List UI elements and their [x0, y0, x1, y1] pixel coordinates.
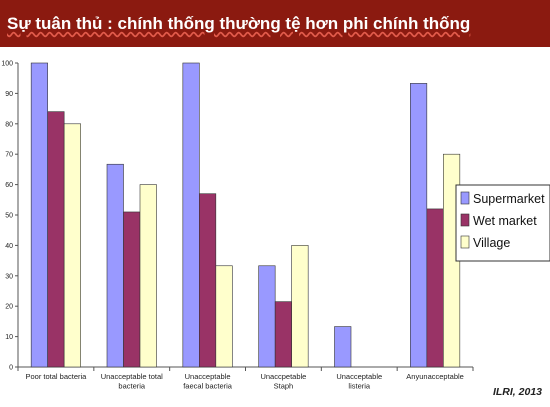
- plot-area: 0 10 20 30 40 50 60 70 80 90 100 Poor total bacteri…: [1, 61, 474, 391]
- bar-village: [139, 184, 157, 368]
- bar-supermarket: [334, 326, 352, 368]
- legend-label: Supermarket: [473, 192, 545, 206]
- x-category-label-line: Unaccpetable: [260, 372, 306, 381]
- bar-supermarket: [182, 62, 200, 368]
- x-category-label-line: Anyunacceptable: [406, 372, 464, 381]
- source-citation: ILRI, 2013: [492, 386, 542, 398]
- x-category-label-line: faecal bacteria: [183, 382, 233, 391]
- x-category-label-line: bacteria: [118, 382, 146, 391]
- legend-swatch-wet-market: [460, 213, 470, 227]
- y-tick-label: 0: [9, 365, 13, 372]
- legend-swatch-village: [460, 235, 470, 249]
- bar-village: [63, 123, 81, 368]
- x-category-label-line: Poor total bacteria: [25, 372, 87, 381]
- bar-wet-market: [274, 301, 292, 368]
- y-tick-label: 80: [5, 121, 13, 128]
- y-tick-label: 30: [5, 273, 13, 280]
- bar-supermarket: [258, 265, 276, 368]
- y-tick-label: 100: [1, 61, 13, 68]
- bar-wet-market: [426, 208, 444, 368]
- x-category-label-line: Unacceptable total: [101, 372, 163, 381]
- legend-label: Wet market: [473, 214, 537, 228]
- y-tick-label: 10: [5, 334, 13, 341]
- y-tick-label: 40: [5, 243, 13, 250]
- bar-supermarket: [30, 62, 48, 368]
- y-tick-label: 20: [5, 304, 13, 311]
- x-category-label: Poor total bacteria: [25, 372, 87, 381]
- y-tick-label: 50: [5, 213, 13, 220]
- bar-village: [215, 265, 233, 368]
- legend-swatch-supermarket: [460, 191, 470, 205]
- x-category-label-line: Unacceptable: [185, 372, 231, 381]
- x-category-label: Unacceptable listeria: [336, 372, 382, 391]
- y-tick-label: 60: [5, 182, 13, 189]
- bar-supermarket: [410, 83, 428, 368]
- y-tick-label: 70: [5, 152, 13, 159]
- bar-wet-market: [123, 211, 141, 368]
- x-category-label-line: listeria: [348, 382, 371, 391]
- x-category-label-line: Staph: [274, 382, 294, 391]
- legend-box: [455, 184, 550, 262]
- bar-wet-market: [199, 193, 217, 368]
- x-category-label-line: Unacceptable: [336, 372, 382, 381]
- y-tick-label: 90: [5, 91, 13, 98]
- x-category-label: Anyunacceptable: [406, 372, 464, 381]
- x-category-label: Unaccpetable Staph: [260, 372, 306, 391]
- x-category-label: Unacceptable total bacteria: [101, 372, 163, 391]
- slide-title: Sự tuân thủ : chính thống thường tệ hơn …: [7, 13, 471, 33]
- bar-chart: 0 10 20 30 40 50 60 70 80 90 100 Poor total bacteri…: [1, 61, 550, 391]
- legend-label: Village: [473, 236, 510, 250]
- bar-wet-market: [47, 111, 65, 368]
- title-bar: Sự tuân thủ : chính thống thường tệ hơn …: [0, 0, 550, 47]
- bar-village: [291, 245, 309, 368]
- bar-supermarket: [106, 163, 124, 368]
- chart-legend: Supermarket Wet market Village: [455, 184, 550, 262]
- x-category-label: Unacceptable faecal bacteria: [183, 372, 233, 391]
